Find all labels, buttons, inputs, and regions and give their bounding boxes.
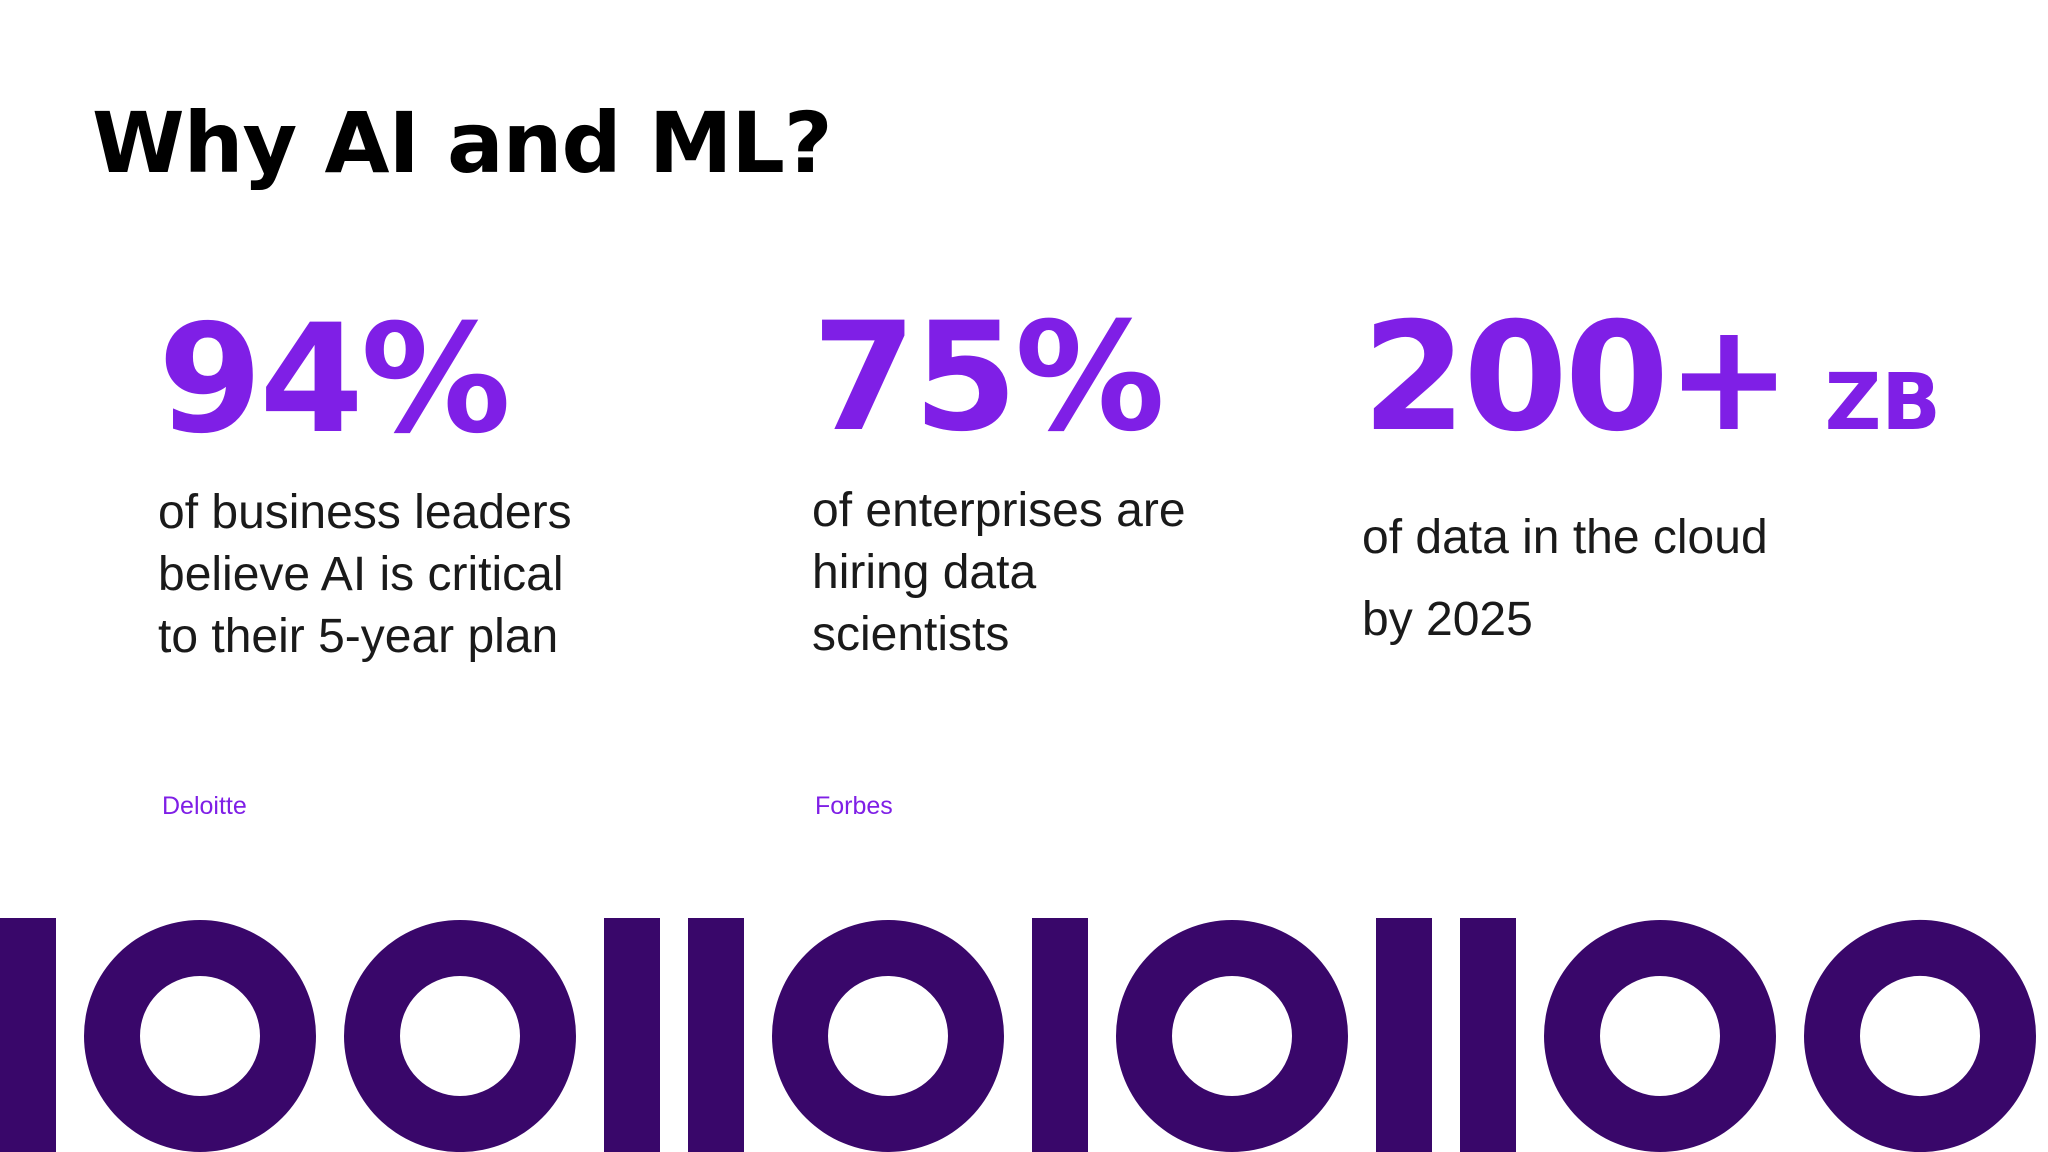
binary-zero-glyph: [1116, 920, 1348, 1152]
slide-title: Why AI and ML?: [92, 94, 833, 192]
stat-description-line: hiring data: [812, 546, 1037, 599]
stat-description: of enterprises are hiring data scientist…: [812, 480, 1186, 666]
binary-one-glyph: [1376, 918, 1432, 1152]
stat-unit: ZB: [1824, 358, 1941, 448]
stat-cloud-data: 200+ ZB of data in the cloud by 2025: [1362, 298, 1941, 661]
binary-one-glyph: [1032, 918, 1088, 1152]
stat-enterprises-hiring: 75% of enterprises are hiring data scien…: [812, 298, 1186, 666]
binary-one-glyph: [604, 918, 660, 1152]
binary-zero-glyph: [84, 920, 316, 1152]
stat-description-line: scientists: [812, 608, 1010, 661]
stat-value: 200+ ZB: [1362, 298, 1941, 483]
stat-description-line: believe AI is critical: [158, 548, 564, 601]
source-forbes: Forbes: [815, 792, 893, 820]
stat-business-leaders: 94% of business leaders believe AI is cr…: [158, 300, 572, 668]
stat-number: 200+: [1362, 291, 1792, 465]
stat-description: of business leaders believe AI is critic…: [158, 482, 572, 668]
stat-value: 94%: [158, 300, 572, 460]
source-deloitte: Deloitte: [162, 792, 247, 820]
stat-description-line: of enterprises are: [812, 484, 1186, 537]
binary-zero-glyph: [1804, 920, 2036, 1152]
binary-one-glyph: [688, 918, 744, 1152]
stat-number: 94%: [158, 293, 511, 467]
binary-zero-glyph: [1544, 920, 1776, 1152]
stat-number: 75%: [812, 291, 1165, 465]
stat-value: 75%: [812, 298, 1186, 458]
stat-description-line: to their 5-year plan: [158, 610, 559, 663]
binary-zero-glyph: [772, 920, 1004, 1152]
binary-one-glyph: [1460, 918, 1516, 1152]
stat-description-line: by 2025: [1362, 593, 1533, 646]
binary-zero-glyph: [344, 920, 576, 1152]
stat-description-line: of data in the cloud: [1362, 511, 1768, 564]
binary-digits-decoration: [0, 918, 2036, 1152]
stat-description: of data in the cloud by 2025: [1362, 497, 1941, 661]
stat-description-line: of business leaders: [158, 486, 572, 539]
binary-one-glyph: [0, 918, 56, 1152]
